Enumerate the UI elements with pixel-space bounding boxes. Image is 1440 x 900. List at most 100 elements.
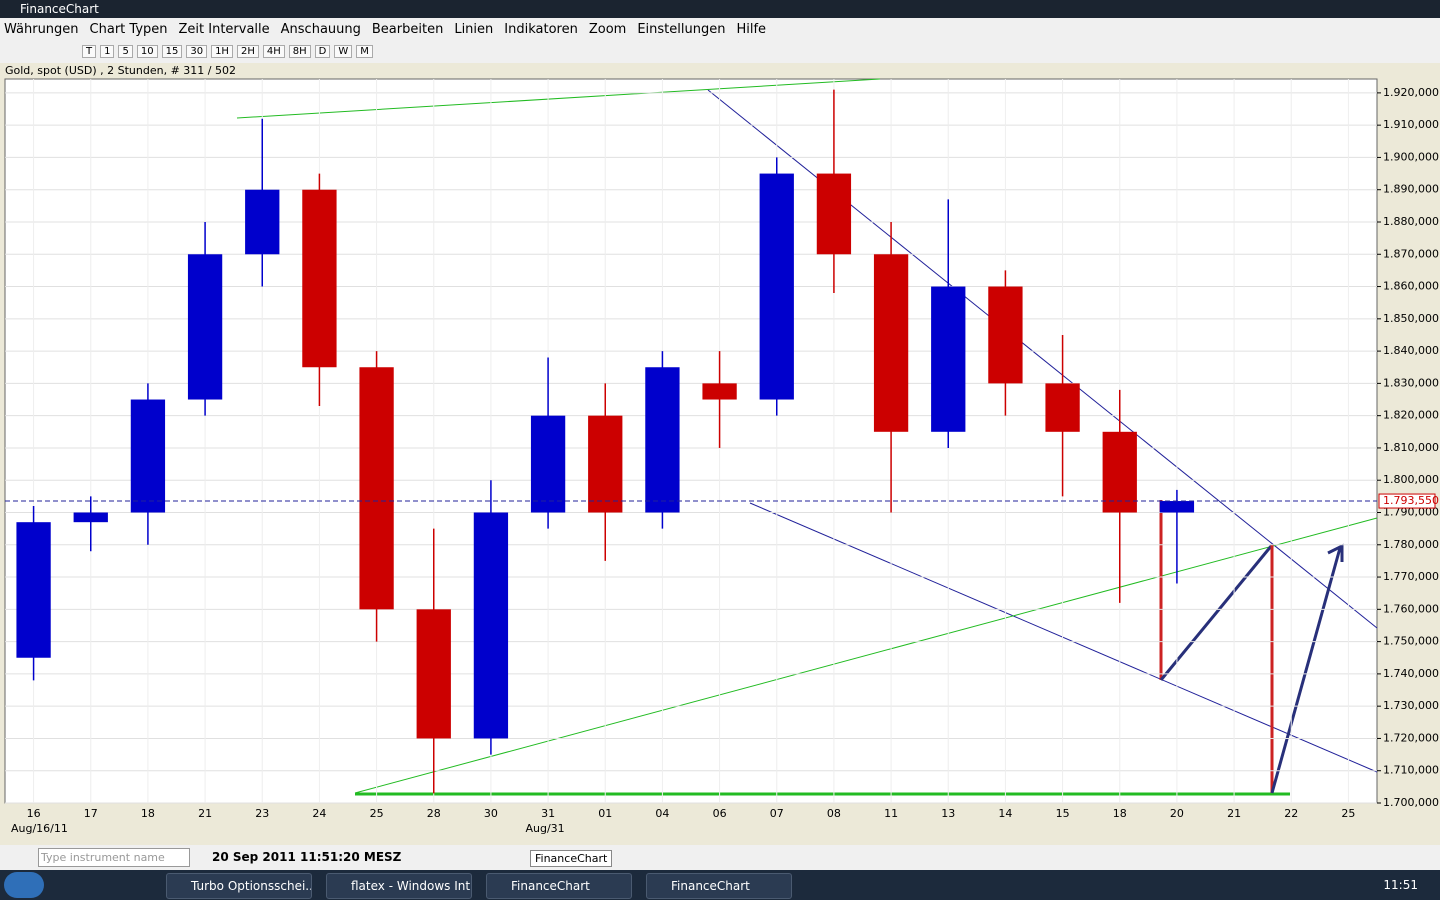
interval-button[interactable]: D [314, 45, 331, 58]
y-tick-label: 1.730,000 [1383, 699, 1439, 712]
x-tick-label: 16 [27, 807, 41, 820]
menu-item[interactable]: Bearbeiten [371, 21, 444, 37]
task-button[interactable]: FinanceChart [646, 873, 792, 899]
x-tick-label: 15 [1056, 807, 1070, 820]
menu-bar: Währungen Chart Typen Zeit Intervalle Ansch… [0, 18, 1440, 40]
chart-info: Gold, spot (USD) , 2 Stunden, # 311 / 50… [5, 64, 236, 77]
y-tick-label: 1.840,000 [1383, 344, 1439, 357]
candle-body [702, 383, 737, 400]
window-title: FinanceChart [20, 2, 99, 16]
y-tick-label: 1.720,000 [1383, 731, 1439, 744]
x-tick-label: 20 [1170, 807, 1184, 820]
menu-item[interactable]: Indikatoren [504, 21, 578, 37]
candle-body [645, 367, 680, 513]
x-tick-label: 18 [141, 807, 155, 820]
x-tick-label: 18 [1113, 807, 1127, 820]
menu-item[interactable]: Zeit Intervalle [178, 21, 270, 37]
chart: 1.700,000 1.710,000 1.720,000 1.730,000 1.74… [4, 78, 1439, 835]
y-tick-label: 1.860,000 [1383, 280, 1439, 293]
x-tick-label: 21 [198, 807, 212, 820]
y-tick-label: 1.770,000 [1383, 570, 1439, 583]
y-tick-label: 1.780,000 [1383, 538, 1439, 551]
interval-button[interactable]: T [82, 45, 97, 58]
x-tick-label: 08 [827, 807, 841, 820]
datetime: 20 Sep 2011 11:51:20 MESZ [212, 850, 402, 864]
interval-button[interactable]: 15 [161, 45, 183, 58]
y-tick-label: 1.920,000 [1383, 86, 1439, 99]
y-tick-label: 1.810,000 [1383, 441, 1439, 454]
y-tick-label: 1.710,000 [1383, 764, 1439, 777]
y-tick-label: 1.900,000 [1383, 150, 1439, 163]
y-tick-label: 1.880,000 [1383, 215, 1439, 228]
x-tick-label: 22 [1284, 807, 1298, 820]
interval-button[interactable]: 8H [288, 45, 311, 58]
start-button[interactable] [4, 872, 44, 898]
candle-body [1102, 431, 1137, 513]
trendline [236, 78, 881, 119]
arrow [1270, 547, 1342, 794]
interval-button[interactable]: 4H [262, 45, 285, 58]
candle-body [473, 512, 509, 739]
arrow-head [1327, 543, 1344, 562]
menu-item[interactable]: Hilfe [736, 21, 767, 37]
x-tick-label: 23 [255, 807, 269, 820]
interval-button[interactable]: 30 [186, 45, 208, 58]
task-button[interactable]: Turbo Optionsschei... [166, 873, 312, 899]
y-tick-label: 1.830,000 [1383, 376, 1439, 389]
menu-item[interactable]: Chart Typen [89, 21, 168, 37]
menu-item[interactable]: Anschauung [280, 21, 361, 37]
y-tick-label: 1.910,000 [1383, 118, 1439, 131]
arrow [1159, 544, 1274, 681]
candle-body [1045, 383, 1080, 432]
y-tick-label: 1.790,000 [1383, 505, 1439, 518]
x-tick-label: 07 [770, 807, 784, 820]
y-tick-label: 1.800,000 [1383, 473, 1439, 486]
candle-body [530, 415, 566, 513]
title-bar: FinanceChart [0, 0, 1440, 18]
y-tick-label: 1.870,000 [1383, 247, 1439, 260]
menu-item[interactable]: Einstellungen [637, 21, 726, 37]
drawings [236, 78, 1378, 796]
candle-body [130, 399, 166, 513]
candle-body [16, 522, 51, 658]
toolbar: T 1 5 10 15 30 1H 2H 4H 8H D W M [0, 40, 1440, 63]
interval-button[interactable]: 1H [211, 45, 233, 58]
candle-body [73, 512, 108, 523]
trendline [354, 517, 1378, 794]
candle-body [359, 367, 394, 610]
interval-button[interactable]: 2H [236, 45, 259, 58]
search-input[interactable]: Type instrument name [38, 848, 190, 867]
x-tick-label: 28 [427, 807, 441, 820]
clock: 11:51 [1383, 878, 1418, 892]
x-tick-label: 11 [884, 807, 898, 820]
tooltip: FinanceChart [530, 850, 613, 867]
task-button[interactable]: FinanceChart [486, 873, 632, 899]
interval-button[interactable]: W [334, 45, 353, 58]
candle-body [988, 286, 1023, 384]
interval-button[interactable]: 1 [100, 45, 115, 58]
task-button[interactable]: flatex - Windows Int... [326, 873, 472, 899]
y-tick-label: 1.890,000 [1383, 183, 1439, 196]
menu-item[interactable]: Währungen [4, 21, 79, 37]
x-tick-label: 14 [998, 807, 1012, 820]
y-tick-label: 1.760,000 [1383, 602, 1439, 615]
last-price-label: 1.793,550 [1383, 494, 1439, 507]
candle-body [1159, 501, 1195, 513]
y-tick-label: 1.740,000 [1383, 667, 1439, 680]
interval-button[interactable]: M [356, 45, 373, 58]
candle-body [816, 173, 852, 255]
candle-body [873, 254, 909, 432]
x-tick-label: 13 [941, 807, 955, 820]
interval-button[interactable]: 5 [118, 45, 133, 58]
menu-item[interactable]: Linien [454, 21, 494, 37]
candle-body [931, 286, 966, 432]
menu-item[interactable]: Zoom [588, 21, 627, 37]
candle-body [416, 609, 451, 739]
interval-button[interactable]: 10 [136, 45, 158, 58]
x-tick-label: 17 [84, 807, 98, 820]
x-tick-label: 25 [370, 807, 384, 820]
x-tick-label: 31 [541, 807, 555, 820]
y-tick-label: 1.750,000 [1383, 635, 1439, 648]
candle-body [302, 189, 337, 368]
